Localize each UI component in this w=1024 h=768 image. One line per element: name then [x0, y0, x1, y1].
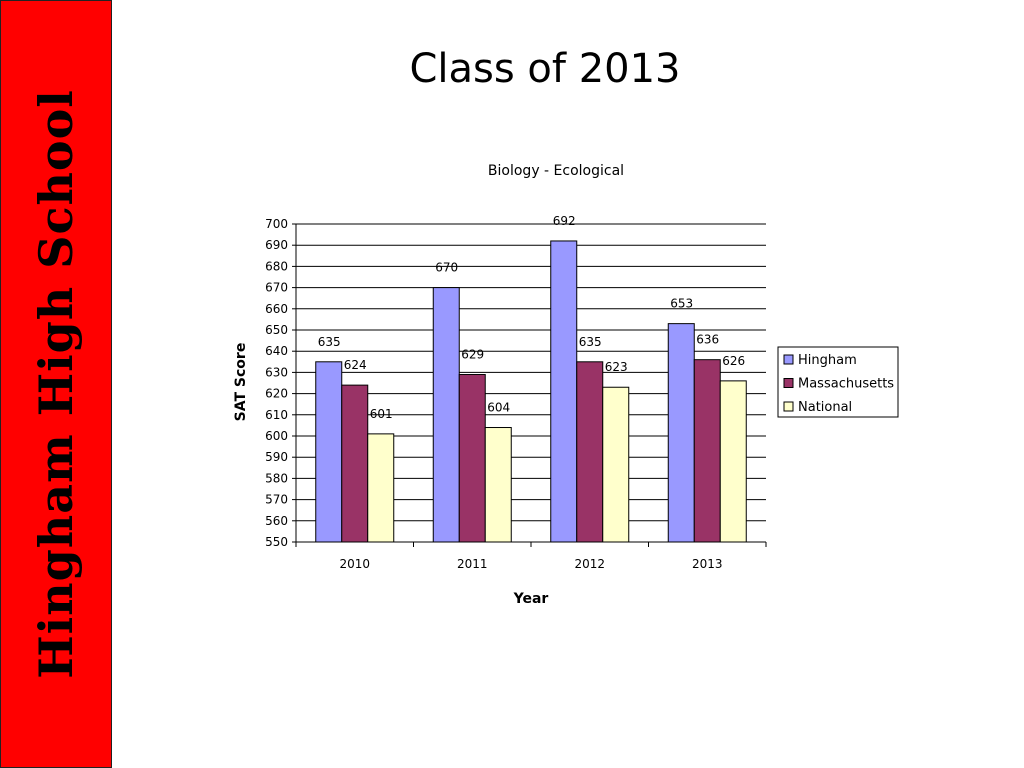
- y-tick-label: 680: [265, 259, 288, 273]
- bar: [576, 361, 604, 543]
- data-label: 629: [461, 348, 484, 362]
- data-label: 692: [553, 214, 576, 228]
- bar: [458, 374, 486, 543]
- legend-label: Hingham: [798, 353, 857, 368]
- sidebar: Hingham High School: [0, 0, 112, 768]
- y-tick-label: 580: [265, 471, 288, 485]
- data-label: 636: [696, 333, 719, 347]
- legend: Hingham Massachusetts National: [777, 346, 899, 418]
- bar: [719, 380, 747, 543]
- data-label: 604: [487, 401, 510, 415]
- x-axis-label: Year: [513, 591, 549, 607]
- legend-label: National: [798, 400, 852, 415]
- bar: [367, 433, 395, 543]
- y-tick-label: 620: [265, 387, 288, 401]
- x-tick-label: 2010: [339, 557, 370, 571]
- data-label: 624: [344, 358, 367, 372]
- legend-swatch: [783, 354, 794, 365]
- x-tick-label: 2013: [692, 557, 723, 571]
- bar: [315, 361, 343, 543]
- bar: [341, 384, 369, 543]
- y-tick-label: 550: [265, 535, 288, 549]
- data-label: 635: [318, 335, 341, 349]
- chart-title: Biology - Ecological: [488, 163, 624, 179]
- y-tick-label: 700: [265, 217, 288, 231]
- y-tick-label: 670: [265, 281, 288, 295]
- bar: [602, 386, 630, 543]
- bar: [550, 240, 578, 543]
- data-label: 670: [435, 261, 458, 275]
- data-label: 601: [370, 407, 393, 421]
- bar: [484, 427, 512, 543]
- y-tick-label: 660: [265, 302, 288, 316]
- data-label: 653: [670, 297, 693, 311]
- y-tick-label: 590: [265, 450, 288, 464]
- y-tick-label: 650: [265, 323, 288, 337]
- bar: [432, 287, 460, 543]
- slide-title: Class of 2013: [409, 46, 681, 92]
- x-tick-label: 2011: [457, 557, 488, 571]
- y-tick-label: 630: [265, 365, 288, 379]
- data-label: 626: [722, 354, 745, 368]
- y-tick-label: 570: [265, 493, 288, 507]
- y-tick-label: 610: [265, 408, 288, 422]
- y-tick-label: 600: [265, 429, 288, 443]
- y-tick-label: 560: [265, 514, 288, 528]
- y-tick-label: 640: [265, 344, 288, 358]
- axes: 550 560 570 580 590 600 610 620 630 640 650 660 670 6…: [265, 217, 767, 571]
- bar: [693, 359, 721, 543]
- bar: [667, 323, 695, 543]
- y-tick-label: 690: [265, 238, 288, 252]
- legend-box: [777, 346, 899, 418]
- x-tick-label: 2012: [574, 557, 605, 571]
- data-label: 635: [579, 335, 602, 349]
- data-label: 623: [605, 360, 628, 374]
- legend-swatch: [783, 378, 794, 388]
- y-axis-label: SAT Score: [233, 343, 249, 422]
- legend-label: Massachusetts: [798, 377, 894, 392]
- legend-swatch: [783, 401, 794, 412]
